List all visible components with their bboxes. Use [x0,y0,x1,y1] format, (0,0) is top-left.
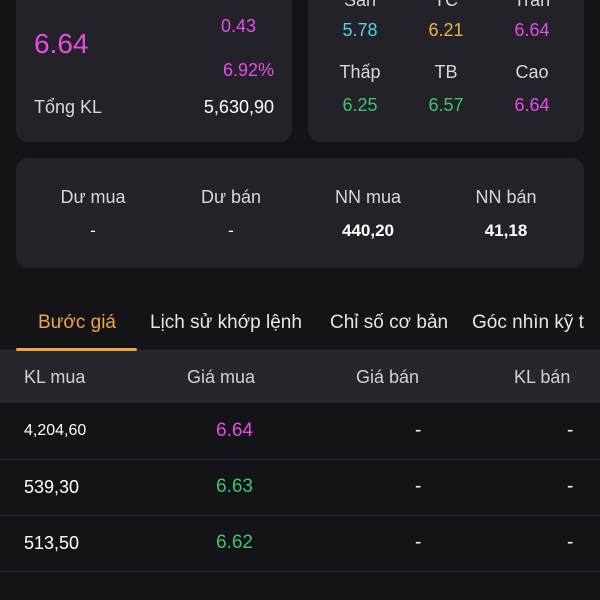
bid-volume: 4,204,60 [24,422,87,439]
current-price: 6.64 [34,28,89,59]
bid-price: 6.62 [216,532,253,553]
tab-price-steps[interactable]: Bước giá [38,312,116,333]
reference-label: TC [434,0,458,10]
ask-price: - [415,476,422,497]
ask-price: - [415,532,422,553]
ceiling-label: Trần [513,0,551,10]
tab-technical-view[interactable]: Góc nhìn kỹ t [472,312,584,333]
bid-price: 6.63 [216,476,253,497]
ask-price: - [415,420,422,441]
bid-volume: 513,50 [24,533,80,553]
header-ask-price: Giá bán [356,367,420,387]
reference-prices-card: Sàn 5.78 TC 6.21 Trần 6.64 Thấp 6.25 TB … [308,0,584,142]
table-row[interactable]: 513,50 6.62 - - [0,515,600,572]
high-price: 6.64 [514,95,550,115]
average-label: TB [434,62,458,82]
foreign-buy-label: NN mua [334,187,402,207]
tabs-divider [0,350,600,351]
bid-volume: 539,30 [24,477,80,497]
price-change: 0.43 [220,16,256,36]
foreign-trading-card: Dư mua - Dư bán - NN mua 440,20 NN bán 4… [16,158,584,268]
price-summary-card: 6.64 0.43 6.92% Tổng KL 5,630,90 [16,0,292,142]
tab-bar: Bước giá Lịch sử khớp lệnh Chỉ số cơ bản… [0,296,600,352]
price-change-percent: 6.92% [222,60,274,80]
tab-fundamentals[interactable]: Chỉ số cơ bản [330,312,449,333]
table-row[interactable]: 539,30 6.63 - - [0,459,600,516]
ask-volume: - [567,476,574,497]
floor-price: 5.78 [342,20,378,40]
foreign-sell-value: 41,18 [484,221,528,240]
floor-label: Sàn [343,0,377,10]
ask-surplus-label: Dư bán [200,187,262,207]
average-price: 6.57 [428,95,464,115]
bid-surplus-label: Dư mua [60,187,126,207]
ask-volume: - [567,532,574,553]
table-row[interactable]: 4,204,60 6.64 - - [0,403,600,460]
ask-volume: - [567,420,574,441]
total-volume-value: 5,630,90 [203,97,274,117]
ceiling-price: 6.64 [514,20,550,40]
ask-surplus-value: - [228,221,234,240]
header-bid-volume: KL mua [24,367,86,387]
low-price: 6.25 [342,95,378,115]
active-tab-indicator [16,348,137,351]
tab-match-history[interactable]: Lịch sử khớp lệnh [150,312,302,333]
low-label: Thấp [339,62,381,82]
header-ask-volume: KL bán [514,367,571,387]
bid-surplus-value: - [90,221,96,240]
reference-price: 6.21 [428,20,464,40]
total-volume-label: Tổng KL [34,97,103,117]
high-label: Cao [515,62,549,82]
foreign-sell-label: NN bán [475,187,537,207]
header-bid-price: Giá mua [187,367,256,387]
bid-price: 6.64 [216,420,253,441]
order-book-header: KL mua Giá mua Giá bán KL bán [0,351,600,403]
foreign-buy-value: 440,20 [342,221,394,240]
